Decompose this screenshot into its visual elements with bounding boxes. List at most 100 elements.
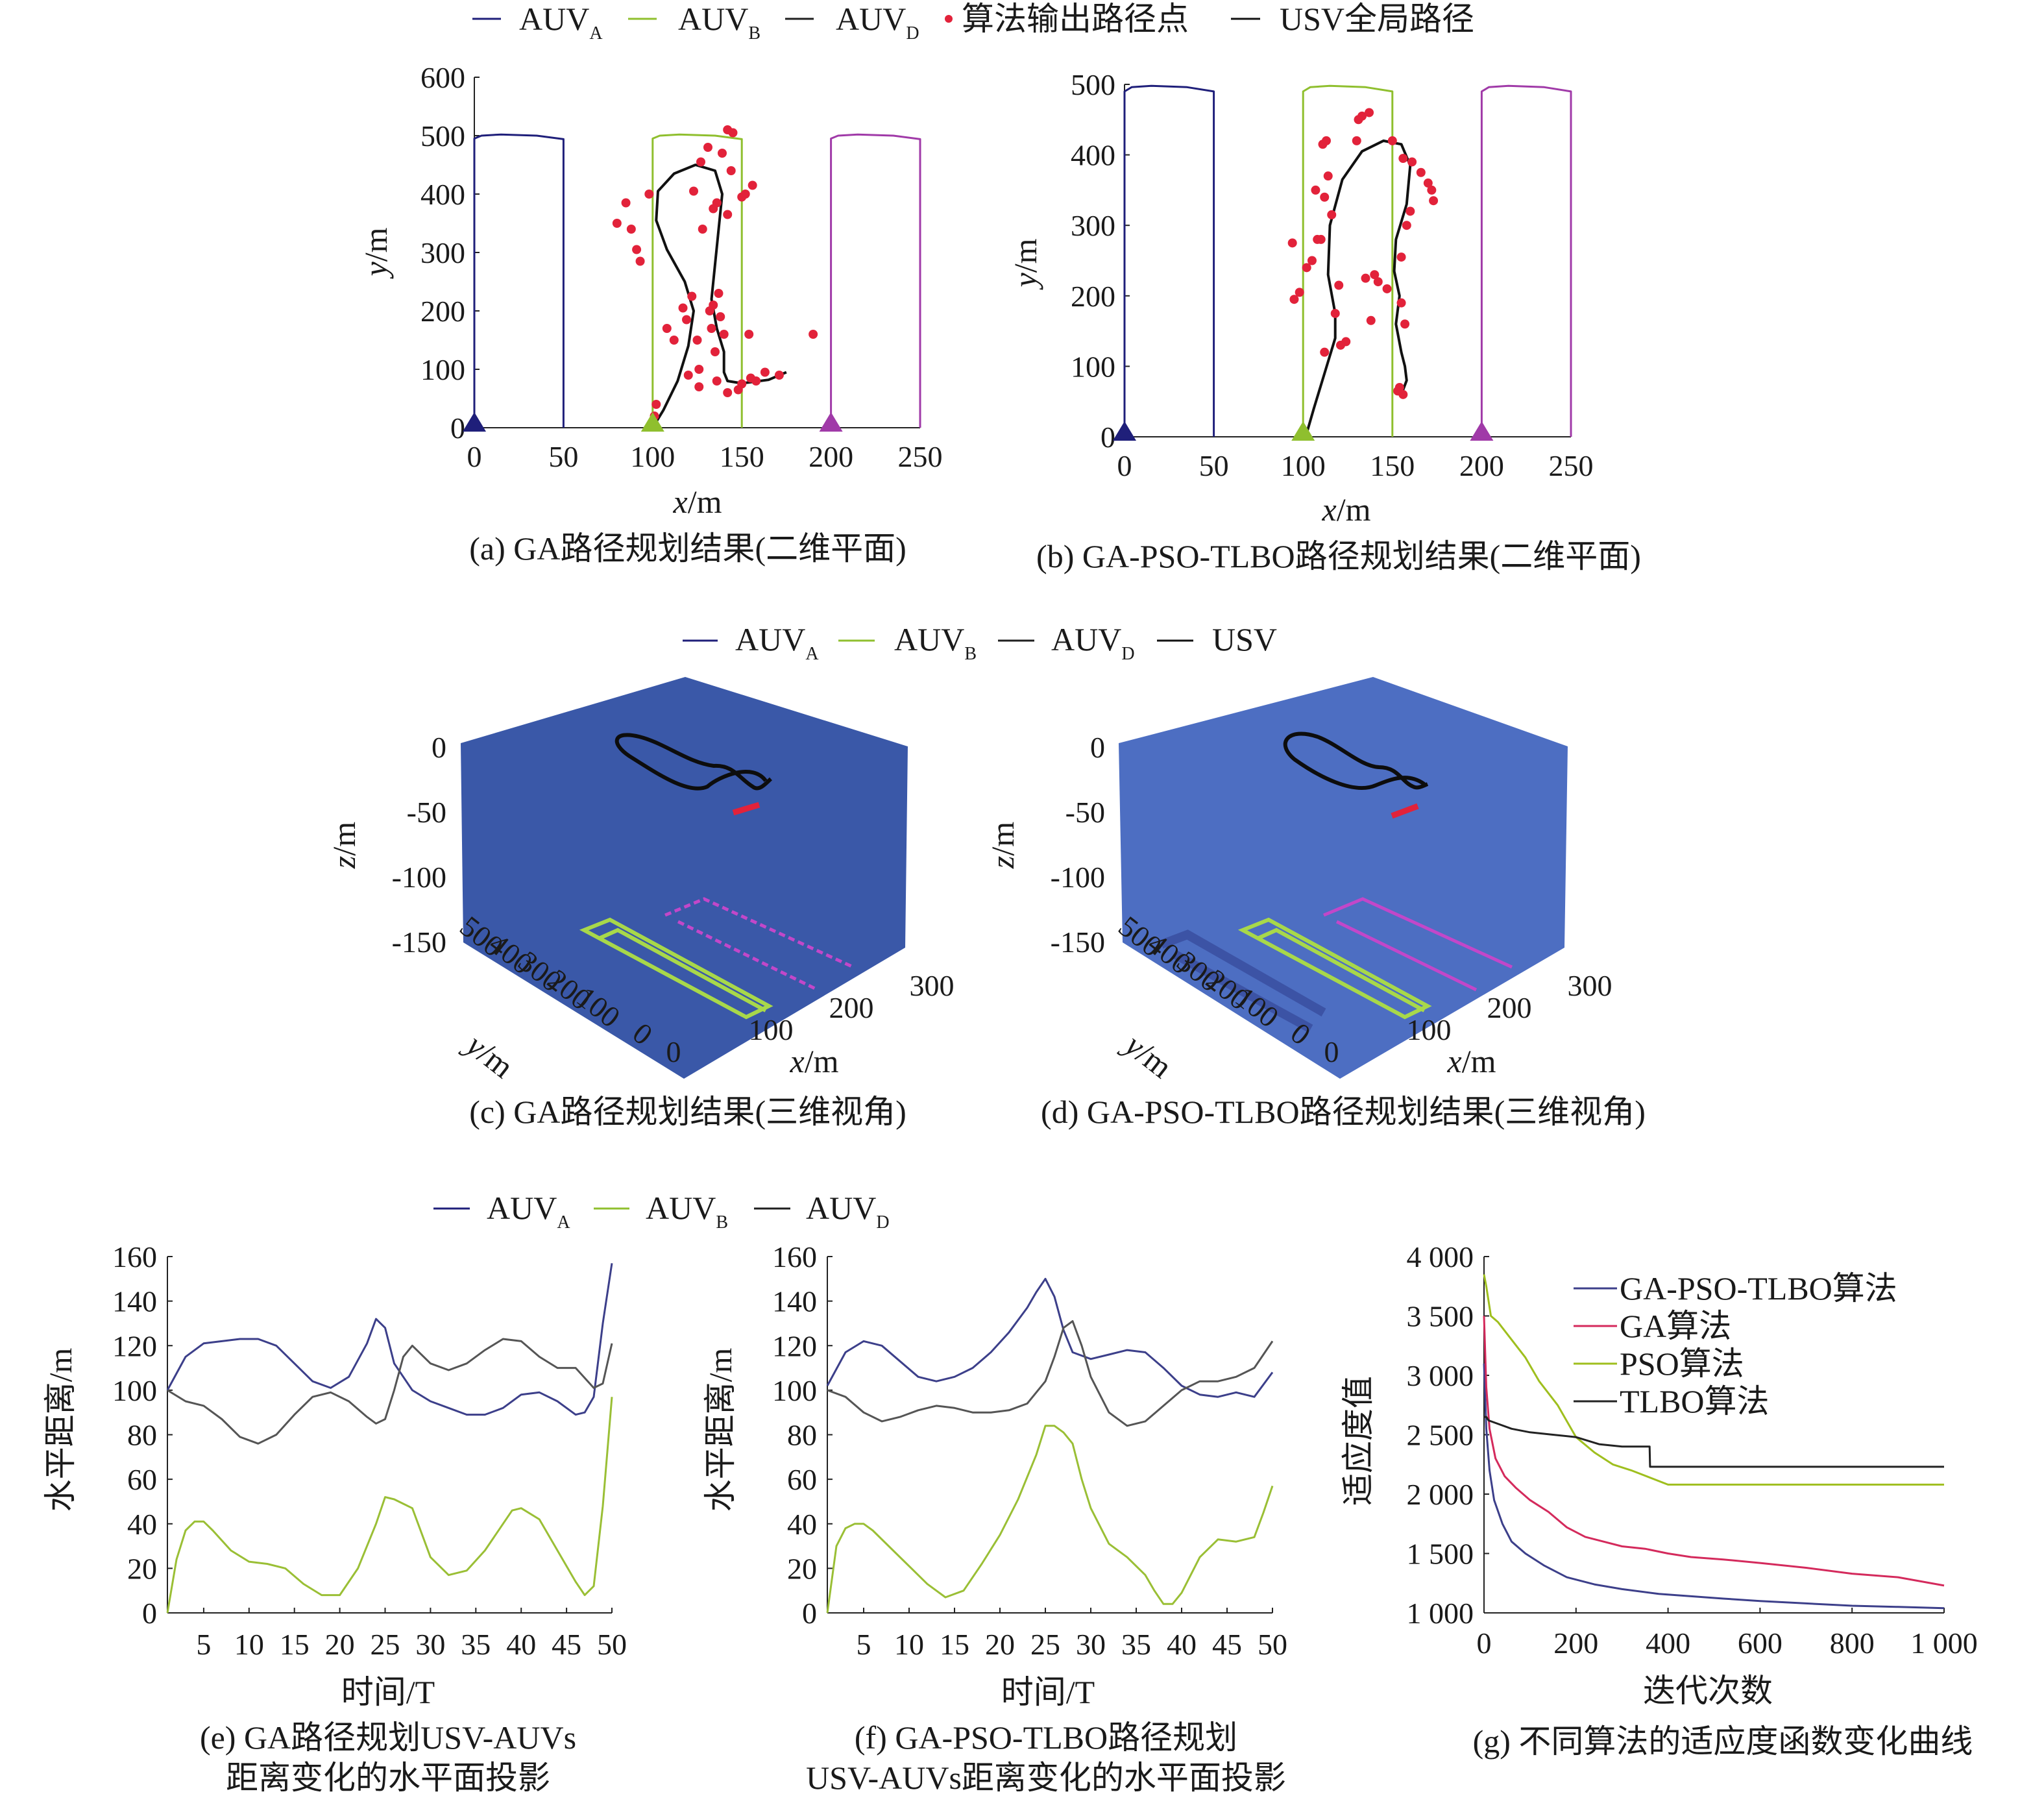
panel-f-caption-line2: USV-AUVs距离变化的水平面投影: [806, 1760, 1286, 1796]
g-legend-label-pso: PSO算法: [1620, 1345, 1744, 1382]
panel-b-ylabel: y/m: [1007, 238, 1043, 290]
panel-d-auv-b-track: [1237, 917, 1432, 1020]
panel-c-auv-path: [732, 802, 760, 816]
a-path-point: [687, 291, 697, 301]
panel-d-usv-track: [1283, 731, 1429, 790]
panel-d: 0 -50 -100 -150 0 100 200 300 0 100 200 …: [984, 677, 1646, 1130]
a-path-point: [612, 219, 622, 228]
a-path-point: [644, 190, 654, 199]
g-xtick-label: 400: [1646, 1627, 1690, 1660]
panel-b-xlabel: x/m: [1322, 491, 1371, 528]
b-path-point: [1429, 196, 1439, 206]
panel-c-auv-b-track: [579, 917, 773, 1020]
panel-d-ztick: -50: [1065, 796, 1105, 829]
a-path-point: [635, 256, 645, 266]
e-xtick-label: 30: [415, 1628, 445, 1661]
a-ytick-label: 0: [450, 411, 465, 445]
f-xtick-label: 5: [857, 1628, 871, 1661]
panel-d-zticks: 0 -50 -100 -150: [1051, 731, 1105, 959]
a-path-point: [707, 324, 716, 333]
a-xtick-label: 0: [467, 440, 482, 473]
b-ytick-label: 200: [1071, 280, 1115, 313]
f-series-auv_a: [826, 1277, 1274, 1398]
a-path-point: [809, 330, 818, 339]
e-xtick-label: 40: [506, 1628, 536, 1661]
panel-c-ztick: -100: [392, 861, 446, 894]
a-path-point: [744, 330, 754, 339]
legend-points-swatch: [945, 15, 953, 23]
a-path-point: [719, 330, 729, 339]
a-series-auv_a: [473, 133, 565, 428]
a-path-point: [723, 388, 733, 397]
b-series-auv_d: [1480, 84, 1572, 437]
g-legend-label-tlbo: TLBO算法: [1620, 1383, 1770, 1419]
e-ytick-label: 160: [112, 1240, 157, 1273]
panel-e-caption-line1: (e) GA路径规划USV-AUVs: [200, 1719, 576, 1756]
e-ytick-label: 100: [112, 1374, 157, 1407]
g-xtick-label: 600: [1738, 1627, 1782, 1660]
panel-d-auv-a-track: [1160, 929, 1326, 1033]
panel-f-caption-line1: (f) GA-PSO-TLBO路径规划: [855, 1719, 1237, 1756]
panel-g-caption: (g) 不同算法的适应度函数变化曲线: [1473, 1723, 1973, 1760]
a-path-point: [774, 371, 784, 380]
a-path-point: [714, 289, 724, 298]
b-xtick-label: 250: [1549, 449, 1594, 482]
b-path-point: [1365, 108, 1374, 117]
panel-d-ylabel: y/m: [1116, 1024, 1180, 1085]
f-ytick-label: 40: [787, 1508, 817, 1541]
g-ytick-label: 3 500: [1407, 1300, 1474, 1333]
legend-auv-b-label: AUVB: [678, 1, 760, 43]
legend-bottom: AUVA AUVB AUVD: [433, 1190, 890, 1233]
g-xtick-label: 0: [1477, 1627, 1492, 1660]
a-path-point: [705, 306, 714, 315]
f-xtick-label: 30: [1076, 1628, 1106, 1661]
panel-c-ylabel: y/m: [457, 1024, 521, 1085]
g-ytick-label: 2 000: [1407, 1478, 1474, 1511]
g-series-ga: [1483, 1316, 1945, 1587]
b-path-point: [1335, 340, 1345, 350]
panel-b-series: [1123, 84, 1572, 437]
panel-f-xlabel: 时间/T: [1001, 1674, 1095, 1710]
panel-d-ztick: -100: [1051, 861, 1105, 894]
b-path-point: [1327, 210, 1337, 219]
g-ytick-label: 1 500: [1407, 1538, 1474, 1571]
a-path-point: [703, 143, 712, 152]
panel-c-xtick: 200: [829, 991, 874, 1024]
f-xtick-label: 25: [1030, 1628, 1060, 1661]
e-ytick-label: 60: [127, 1463, 157, 1496]
a-start-marker-auv_d: [819, 412, 843, 432]
f-xtick-label: 10: [894, 1628, 924, 1661]
b-path-point: [1394, 382, 1404, 392]
b-path-point: [1407, 157, 1417, 167]
b-path-point: [1307, 256, 1317, 265]
b-path-point: [1396, 298, 1406, 308]
panel-c-xtick: 100: [749, 1013, 794, 1046]
b-path-point: [1387, 136, 1397, 145]
b-path-point: [1320, 192, 1330, 202]
legend-mid-auv-b-label: AUVB: [894, 621, 977, 664]
panel-b-points: [1287, 108, 1439, 399]
g-xtick-label: 800: [1830, 1627, 1875, 1660]
legend-auv-d-label: AUVD: [836, 1, 919, 43]
f-ytick-label: 0: [802, 1597, 817, 1630]
legend-top: AUVA AUVB AUVD 算法输出路径点 USV全局路径: [472, 1, 1474, 43]
g-legend-label-ga: GA算法: [1620, 1308, 1731, 1344]
panel-a-ticks: 0 50 100 150 200 250 0 100 200 300 400 500 600: [420, 61, 943, 473]
f-ytick-label: 140: [772, 1285, 817, 1318]
panel-a-markers: [463, 412, 843, 432]
b-path-point: [1295, 288, 1304, 297]
panel-b-ticks: 0 50 100 150 200 250 0 100 200 300 400 500: [1071, 68, 1594, 482]
b-path-point: [1427, 185, 1437, 195]
a-path-point: [723, 210, 733, 219]
b-path-point: [1287, 238, 1297, 248]
a-series-auv_b: [651, 133, 743, 428]
g-series-tlbo: [1484, 1416, 1944, 1468]
f-xtick-label: 35: [1121, 1628, 1151, 1661]
b-ytick-label: 500: [1071, 68, 1115, 101]
b-start-marker-auv_d: [1470, 421, 1494, 441]
legend-bottom-auv-b-label: AUVB: [646, 1190, 728, 1233]
a-path-point: [694, 382, 704, 391]
f-xtick-label: 40: [1167, 1628, 1197, 1661]
panel-a-points: [612, 125, 818, 421]
